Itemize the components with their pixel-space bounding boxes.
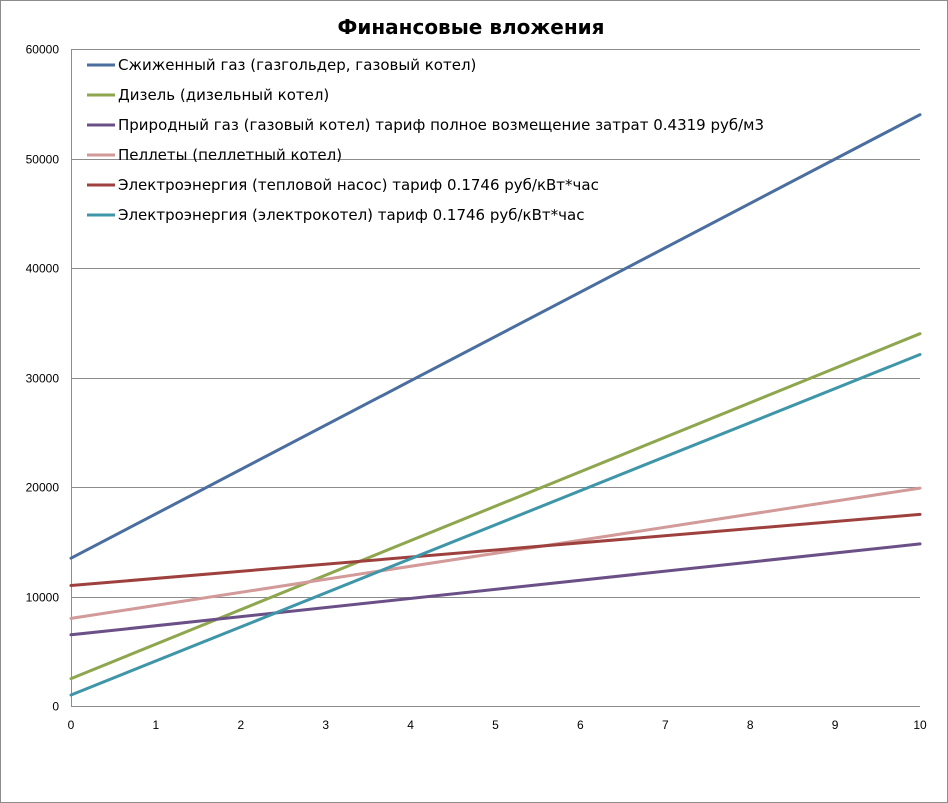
legend: Сжиженный газ (газгольдер, газовый котел…: [87, 56, 764, 224]
x-tick-label: 1: [153, 718, 160, 732]
x-tick-label: 7: [662, 718, 669, 732]
x-tick-label: 9: [832, 718, 839, 732]
legend-label-3: Природный газ (газовый котел) тариф полн…: [118, 116, 764, 134]
legend-label-2: Дизель (дизельный котел): [118, 86, 329, 104]
x-tick-label: 2: [237, 718, 244, 732]
legend-label-6: Электроэнергия (электрокотел) тариф 0.17…: [118, 206, 584, 224]
x-tick-label: 0: [68, 718, 75, 732]
legend-label-1: Сжиженный газ (газгольдер, газовый котел…: [118, 56, 476, 74]
y-tick-label: 50000: [26, 153, 60, 167]
series-line-1: [69, 113, 922, 560]
x-tick-label: 4: [407, 718, 414, 732]
y-tick-label: 10000: [26, 591, 60, 605]
y-tick-label: 0: [52, 700, 59, 714]
legend-label-5: Электроэнергия (тепловой насос) тариф 0.…: [118, 176, 599, 194]
series-line-4: [69, 486, 922, 620]
x-tick-label: 6: [577, 718, 584, 732]
y-tick-label: 20000: [26, 481, 60, 495]
y-tick-label: 40000: [26, 262, 60, 276]
series-line-3: [69, 542, 922, 637]
axes: [71, 49, 920, 707]
y-tick-label: 30000: [26, 372, 60, 386]
series-lines: [69, 113, 922, 697]
grid-lines: [71, 49, 920, 598]
tick-labels: 0 10000 20000 30000 40000 50000 60000 0 1 2 3 4 5 6 7 8…: [26, 43, 927, 733]
x-tick-label: 8: [747, 718, 754, 732]
legend-label-4: Пеллеты (пеллетный котел): [118, 146, 342, 164]
x-tick-label: 10: [913, 718, 927, 732]
series-line-5: [69, 512, 922, 587]
x-tick-label: 5: [492, 718, 499, 732]
x-tick-label: 3: [322, 718, 329, 732]
series-line-6: [69, 353, 922, 697]
chart-title: Финансовые вложения: [337, 15, 604, 39]
y-tick-label: 60000: [26, 43, 60, 57]
